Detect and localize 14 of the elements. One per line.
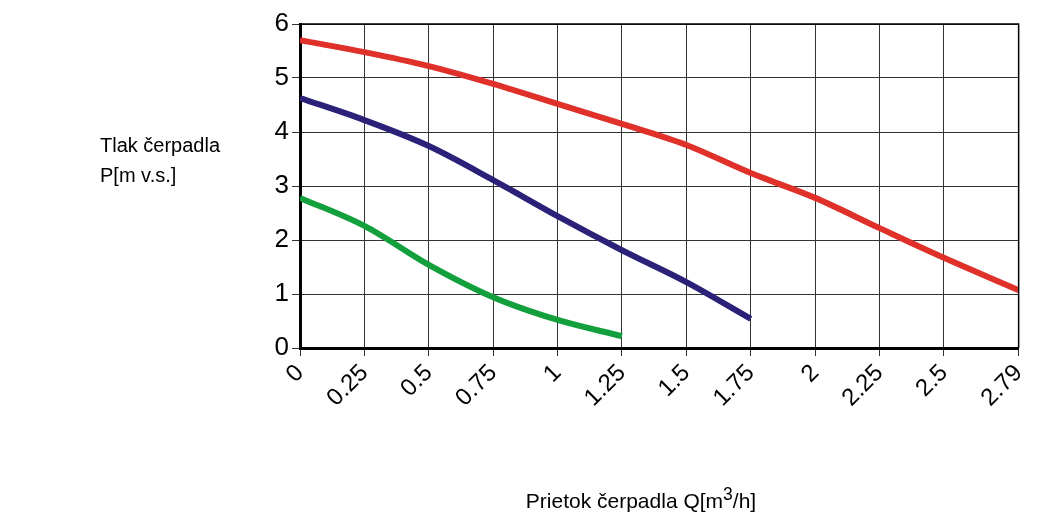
y-tick-label: 5 — [274, 61, 289, 92]
y-tick-label: 1 — [274, 277, 289, 308]
y-tick-label: 0 — [274, 331, 289, 362]
y-tick-label: 6 — [274, 7, 289, 38]
x-tick-label: 2 — [794, 358, 824, 387]
y-tick-label: 4 — [274, 115, 289, 146]
x-tick-label: 0.5 — [394, 358, 438, 401]
x-tick-label: 1 — [537, 358, 566, 387]
y-axis-title: Tlak čerpadla P[m v.s.] — [100, 133, 221, 188]
x-axis-title: Prietok čerpadla Q[m$^{3}$/h] — [524, 484, 758, 513]
x-tick-label: 2.5 — [909, 358, 953, 401]
x-tick-label: 1.5 — [651, 358, 695, 401]
y-tick-label: 2 — [274, 223, 289, 254]
y-tick-label: 3 — [274, 169, 289, 200]
